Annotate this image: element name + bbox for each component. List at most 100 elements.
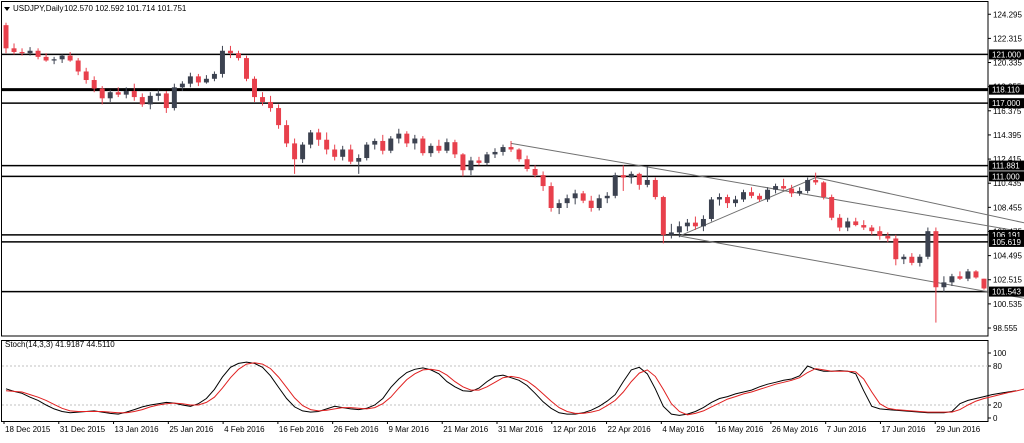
bullish-candle-body <box>668 232 674 235</box>
bullish-candle-body <box>556 203 562 209</box>
trend-channel-line <box>679 177 816 237</box>
time-axis-tick-label: 16 May 2016 <box>717 425 764 434</box>
stoch-main-line <box>5 361 1017 416</box>
bullish-candle-body <box>147 95 153 105</box>
bullish-candle-body <box>492 151 498 155</box>
bullish-candle-body <box>644 179 650 185</box>
bullish-candle-body <box>340 149 346 157</box>
bullish-candle-body <box>676 226 682 233</box>
price-axis-tick-label: 120.335 <box>993 59 1022 68</box>
bullish-candle-body <box>300 144 306 160</box>
bearish-candle-body <box>276 108 282 126</box>
time-axis-tick-label: 7 Jun 2016 <box>827 425 867 434</box>
time-axis-tick-label: 13 Jan 2016 <box>115 425 160 434</box>
bearish-candle-body <box>139 97 145 105</box>
bullish-candle-body <box>572 193 578 199</box>
bullish-candle-body <box>949 276 955 283</box>
bearish-candle-body <box>3 25 9 49</box>
stoch-signal-line <box>5 362 1024 416</box>
bullish-candle-body <box>356 158 362 162</box>
bullish-candle-body <box>308 132 314 145</box>
bullish-candle-body <box>388 138 394 151</box>
bearish-candle-body <box>252 78 257 98</box>
stoch-axis-tick-label: 100 <box>993 349 1007 358</box>
bullish-candle-body <box>716 197 722 200</box>
bearish-candle-body <box>885 236 891 239</box>
bearish-candle-body <box>548 186 554 209</box>
time-axis-tick-label: 21 Mar 2016 <box>443 425 488 434</box>
bullish-candle-body <box>428 145 434 154</box>
bullish-candle-body <box>444 142 450 151</box>
bullish-candle-body <box>27 50 33 54</box>
price-axis-tick-label: 112.415 <box>993 155 1022 164</box>
bullish-candle-body <box>965 271 971 279</box>
time-axis-tick-label: 18 Dec 2015 <box>5 425 51 434</box>
bearish-candle-body <box>580 193 586 201</box>
bearish-candle-body <box>163 93 169 109</box>
price-axis-tick-label: 116.375 <box>993 107 1022 116</box>
bearish-candle-body <box>757 195 763 200</box>
time-axis-tick-label: 31 Mar 2016 <box>498 425 543 434</box>
bullish-candle-body <box>123 90 129 95</box>
bullish-candle-body <box>604 195 610 199</box>
price-axis-tick-label: 110.435 <box>993 179 1022 188</box>
bullish-candle-body <box>59 55 65 60</box>
trend-channel-line <box>815 177 1024 224</box>
bearish-candle-body <box>516 149 522 160</box>
price-axis-tick-label: 108.455 <box>993 203 1022 212</box>
bearish-candle-body <box>933 231 939 288</box>
bearish-candle-body <box>436 145 442 151</box>
bearish-candle-body <box>316 132 322 140</box>
bearish-candle-body <box>452 142 458 155</box>
bullish-candle-body <box>805 179 811 191</box>
bearish-candle-body <box>508 147 514 150</box>
stoch-axis-tick-label: 20 <box>993 401 1002 410</box>
bullish-candle-body <box>171 87 177 109</box>
bearish-candle-body <box>195 76 201 83</box>
bullish-candle-body <box>773 186 779 190</box>
level-price-tag <box>989 236 1024 247</box>
bullish-candle-body <box>412 138 418 144</box>
time-axis-tick-label: 22 Apr 2016 <box>608 425 652 434</box>
bearish-candle-body <box>652 179 658 198</box>
bearish-candle-body <box>83 71 89 81</box>
bearish-candle-body <box>957 276 963 279</box>
bullish-candle-body <box>708 199 714 219</box>
bullish-candle-body <box>484 154 490 163</box>
bearish-candle-body <box>284 125 290 144</box>
time-axis-tick-label: 17 Jun 2016 <box>881 425 926 434</box>
bearish-candle-body <box>692 222 698 227</box>
time-axis-tick-label: 12 Apr 2016 <box>553 425 597 434</box>
stoch-indicator-label: Stoch(14,3,3) 41.9187 44.5110 <box>5 340 115 349</box>
bearish-candle-body <box>749 192 755 196</box>
bearish-candle-body <box>837 217 843 228</box>
bullish-candle-body <box>741 192 746 200</box>
stoch-axis-tick-label: 80 <box>993 362 1002 371</box>
price-axis-tick-label: 98.555 <box>993 324 1018 333</box>
bullish-candle-body <box>396 133 402 139</box>
bullish-candle-body <box>107 92 113 99</box>
bullish-candle-body <box>765 189 771 200</box>
time-axis-tick-label: 26 Feb 2016 <box>334 425 379 434</box>
collapse-triangle-icon[interactable] <box>4 7 10 11</box>
level-price-tag <box>989 160 1024 171</box>
bullish-candle-body <box>596 198 602 209</box>
bearish-candle-body <box>620 175 626 178</box>
time-axis-tick-label: 26 May 2016 <box>772 425 819 434</box>
bullish-candle-body <box>684 222 690 227</box>
time-axis-tick-label: 4 May 2016 <box>662 425 704 434</box>
bearish-candle-body <box>332 149 338 157</box>
bearish-candle-body <box>380 140 386 151</box>
bearish-candle-body <box>244 58 249 79</box>
time-axis-tick-label: 9 Mar 2016 <box>388 425 429 434</box>
bullish-candle-body <box>364 144 370 159</box>
bullish-candle-body <box>564 198 570 204</box>
bullish-candle-body <box>219 50 225 74</box>
bullish-candle-body <box>941 282 947 288</box>
bullish-candle-body <box>628 173 634 178</box>
bearish-candle-body <box>43 56 49 61</box>
bearish-candle-body <box>260 97 266 102</box>
bullish-candle-body <box>179 83 185 88</box>
